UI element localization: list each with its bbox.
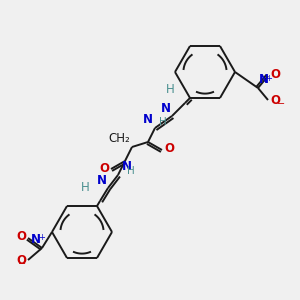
Text: +: + — [38, 233, 45, 242]
Text: O: O — [99, 161, 109, 175]
Text: CH₂: CH₂ — [108, 132, 130, 145]
Text: O: O — [270, 94, 280, 107]
Text: −: − — [277, 99, 285, 109]
Text: N: N — [97, 174, 107, 187]
Text: H: H — [166, 83, 175, 96]
Text: O: O — [16, 254, 26, 268]
Text: O: O — [270, 68, 280, 82]
Text: +: + — [265, 74, 272, 83]
Text: N: N — [122, 160, 132, 173]
Text: N: N — [143, 113, 153, 126]
Text: N: N — [31, 233, 41, 246]
Text: O: O — [164, 142, 174, 155]
Text: H: H — [81, 181, 90, 194]
Text: −: − — [18, 259, 26, 269]
Text: H: H — [159, 117, 167, 127]
Text: H: H — [127, 166, 135, 176]
Text: N: N — [161, 102, 171, 115]
Text: N: N — [259, 73, 269, 86]
Text: O: O — [16, 230, 26, 244]
